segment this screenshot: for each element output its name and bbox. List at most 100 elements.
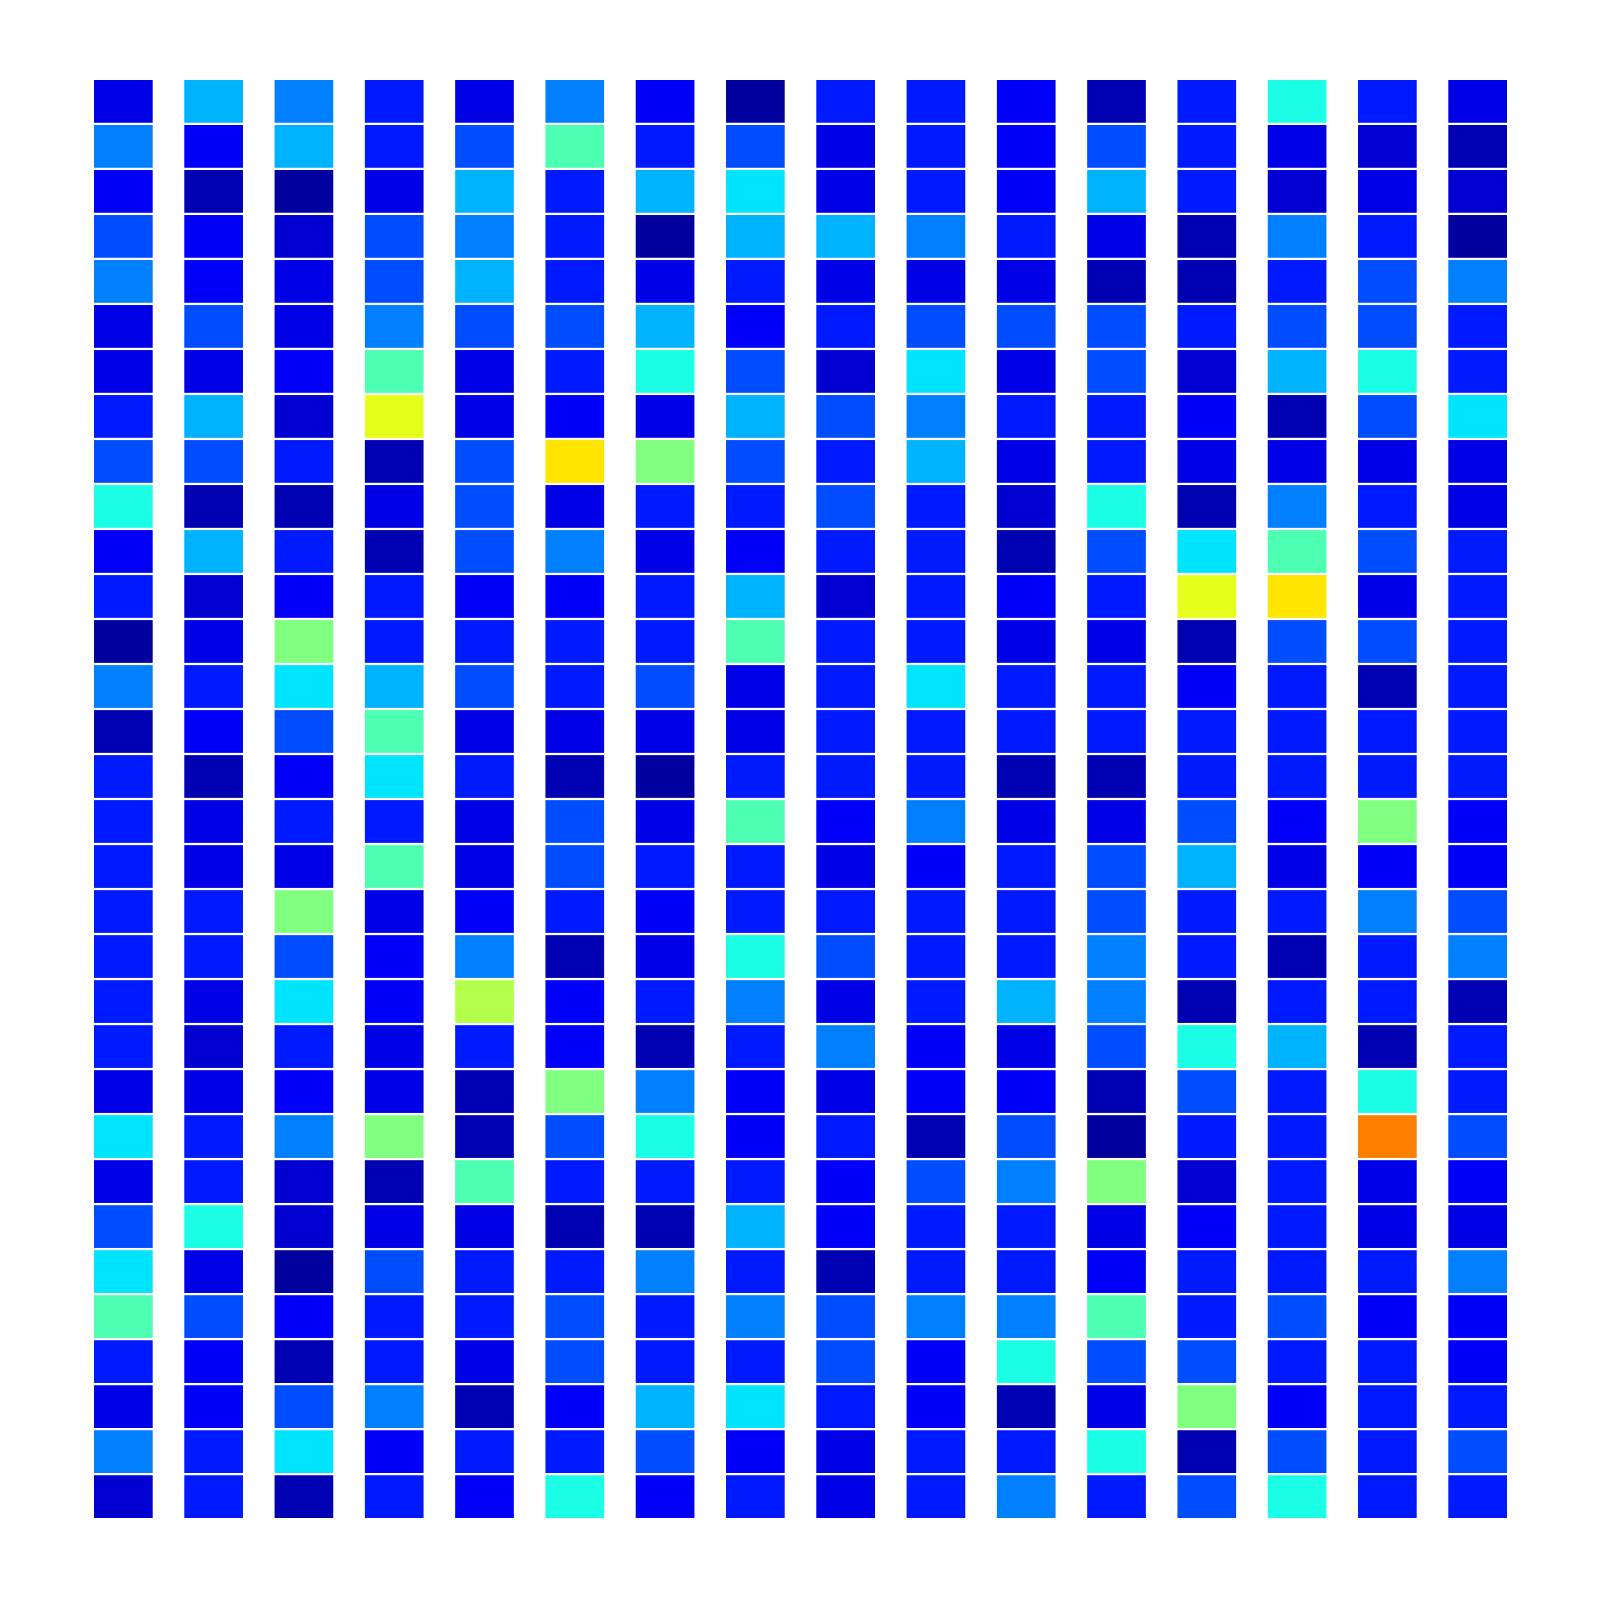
feature-map [907,890,966,933]
feature-map [184,755,243,798]
feature-map [816,710,875,753]
feature-map [275,260,334,303]
feature-map [726,845,785,888]
feature-map [636,215,695,258]
feature-map [816,350,875,393]
feature-map [1177,1475,1236,1518]
feature-map [726,1160,785,1203]
feature-map [1358,575,1417,618]
feature-map [726,1430,785,1473]
feature-map [1177,665,1236,708]
feature-map [455,1160,514,1203]
feature-map [1087,1070,1146,1113]
feature-map [1087,1385,1146,1428]
feature-map [726,1070,785,1113]
feature-map [275,755,334,798]
feature-map [1358,1430,1417,1473]
feature-map [545,1430,604,1473]
feature-map [1448,890,1507,933]
feature-map [1268,1070,1327,1113]
feature-map [1358,665,1417,708]
feature-map [365,1475,424,1518]
feature-map [997,485,1056,528]
feature-map [997,260,1056,303]
feature-map [94,1340,153,1383]
feature-map [1087,395,1146,438]
feature-map [365,845,424,888]
feature-map [545,1205,604,1248]
feature-map [1448,350,1507,393]
feature-map [275,980,334,1023]
feature-map [726,1025,785,1068]
feature-map [184,1160,243,1203]
feature-map [1268,800,1327,843]
feature-map [545,305,604,348]
feature-map [275,710,334,753]
feature-map [1358,1475,1417,1518]
feature-map [726,485,785,528]
feature-map [275,1070,334,1113]
feature-map [1268,350,1327,393]
feature-map [184,440,243,483]
feature-map [455,440,514,483]
feature-map [94,395,153,438]
feature-map [1177,350,1236,393]
feature-map [275,125,334,168]
feature-map [726,1385,785,1428]
feature-map [1177,620,1236,663]
feature-map [997,890,1056,933]
feature-map [816,1025,875,1068]
feature-map [1177,1250,1236,1293]
feature-map [1358,530,1417,573]
feature-map [1087,800,1146,843]
feature-map [1087,710,1146,753]
feature-map [1087,890,1146,933]
feature-map [184,1250,243,1293]
feature-map [1268,215,1327,258]
feature-map [1087,1250,1146,1293]
feature-map [636,1385,695,1428]
feature-map [184,260,243,303]
feature-map [1177,980,1236,1023]
feature-map [94,800,153,843]
feature-map [455,1295,514,1338]
feature-map [997,350,1056,393]
feature-map [1177,215,1236,258]
feature-map [365,890,424,933]
feature-map [1268,440,1327,483]
feature-map [1087,1430,1146,1473]
feature-map [997,1340,1056,1383]
feature-map [816,665,875,708]
feature-map [907,1340,966,1383]
feature-map [907,935,966,978]
feature-map [1448,1250,1507,1293]
feature-map [1268,1205,1327,1248]
feature-map [997,170,1056,213]
feature-map [1448,1160,1507,1203]
feature-map [1358,1385,1417,1428]
feature-map [907,170,966,213]
feature-map [275,1160,334,1203]
feature-map [997,530,1056,573]
feature-map [907,350,966,393]
feature-map [1268,80,1327,123]
feature-map [545,1025,604,1068]
feature-map [636,1115,695,1158]
feature-map [184,890,243,933]
feature-map [1087,350,1146,393]
feature-map [1448,80,1507,123]
feature-map [455,1205,514,1248]
feature-map [1268,170,1327,213]
feature-map [636,1340,695,1383]
feature-map [545,440,604,483]
feature-map [545,845,604,888]
feature-map [184,845,243,888]
feature-map [907,440,966,483]
feature-map [184,800,243,843]
feature-map [907,395,966,438]
feature-map [816,1295,875,1338]
feature-map [997,665,1056,708]
feature-map [1448,1205,1507,1248]
feature-map [1268,890,1327,933]
feature-map [997,1160,1056,1203]
